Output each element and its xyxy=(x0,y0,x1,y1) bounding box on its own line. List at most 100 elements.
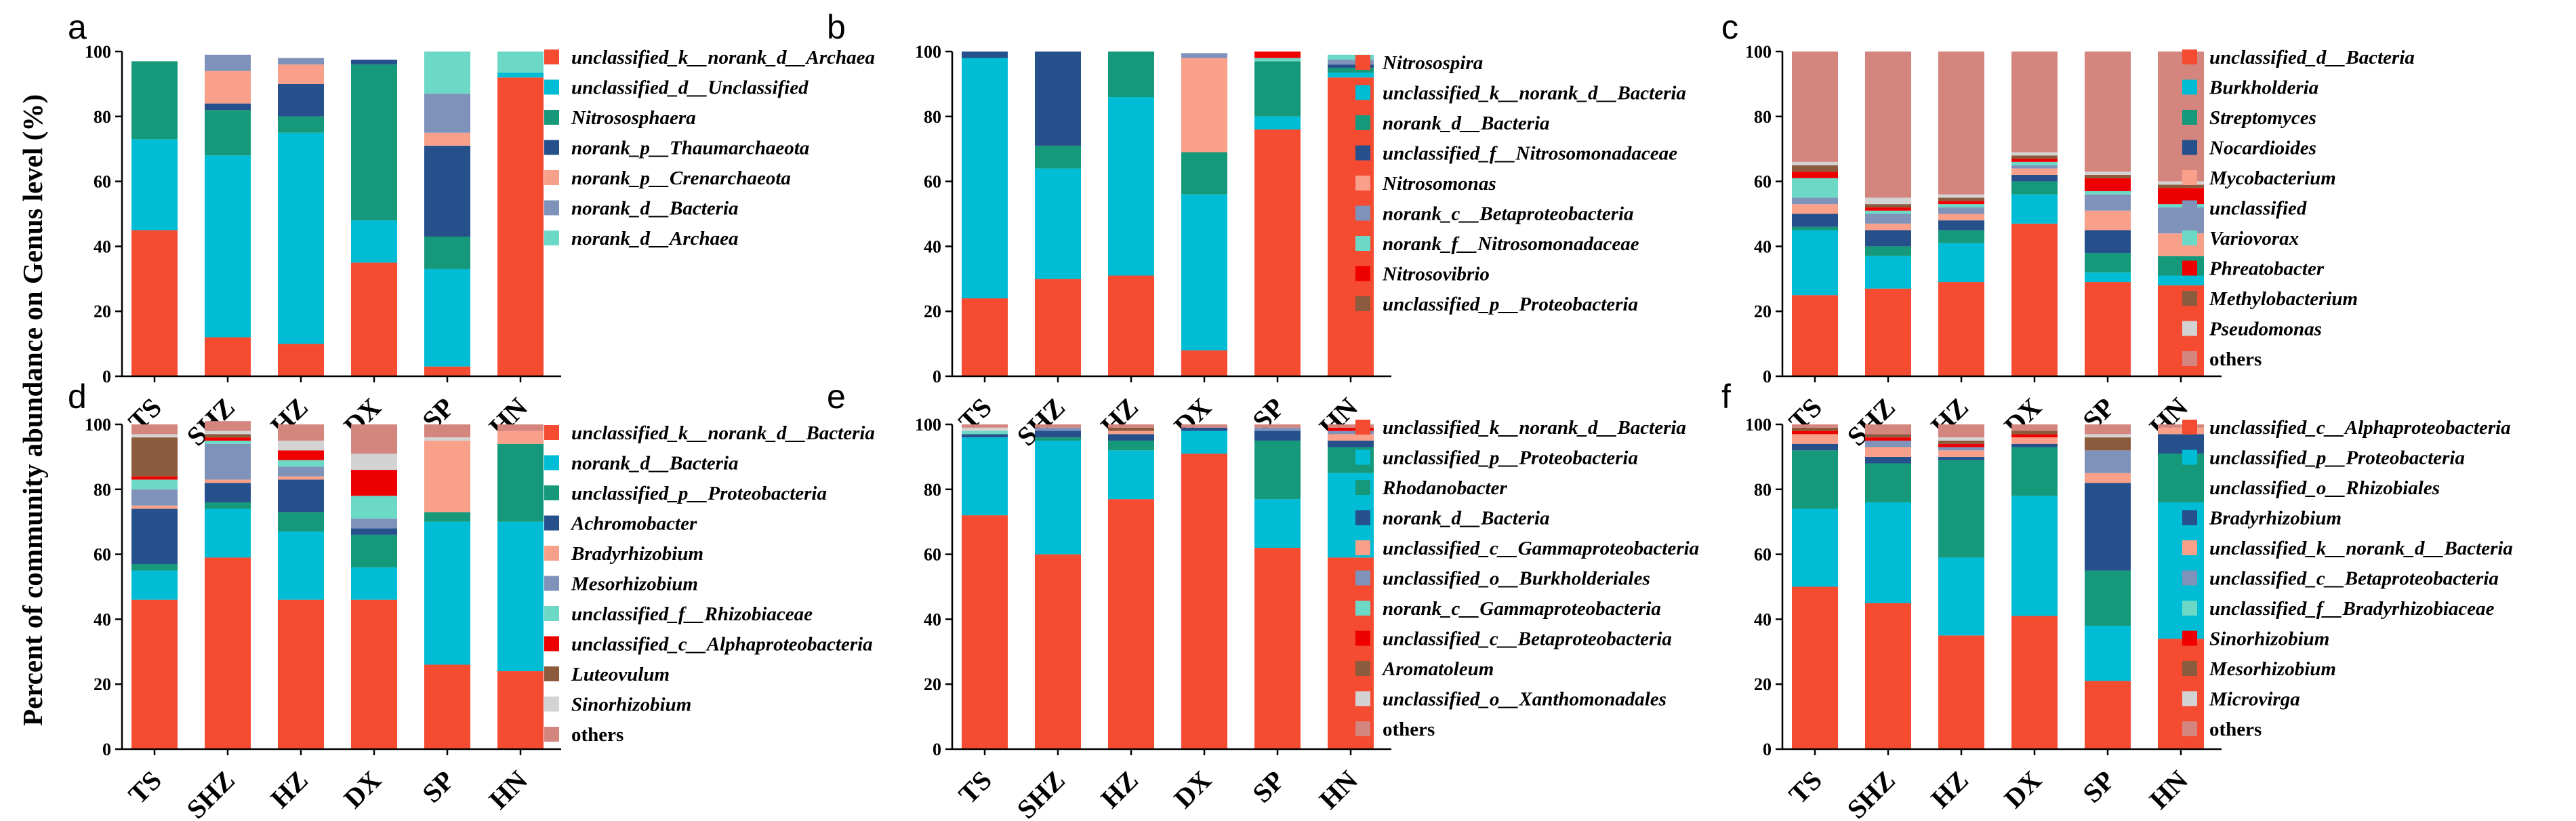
bar-segment xyxy=(1938,456,1984,460)
bar-segment xyxy=(278,466,324,477)
legend-label: Achromobacter xyxy=(570,513,697,535)
bar-segment xyxy=(1181,454,1227,749)
bar-segment xyxy=(131,61,178,140)
bar-segment xyxy=(278,424,324,441)
bar-segment xyxy=(351,599,397,749)
bar-segment xyxy=(1792,178,1838,198)
legend-swatch xyxy=(544,425,559,440)
legend-swatch xyxy=(1355,601,1370,616)
legend-swatch xyxy=(2182,351,2197,366)
y-tick-label: 60 xyxy=(1754,172,1772,192)
bar-segment xyxy=(2085,52,2131,172)
legend-swatch xyxy=(2182,200,2197,216)
bar-segment xyxy=(1328,427,1374,431)
bar-segment xyxy=(1254,499,1301,548)
legend-swatch xyxy=(1355,176,1370,191)
legend-label: unclassified_c__Betaproteobacteria xyxy=(1383,628,1672,650)
bar-segment xyxy=(962,515,1008,749)
bar-segment xyxy=(1938,243,1984,283)
bar-segment xyxy=(131,437,178,477)
bar-segment xyxy=(424,664,470,749)
bar-segment xyxy=(1865,207,1911,211)
legend-swatch xyxy=(1355,630,1370,646)
legend-label: others xyxy=(571,724,623,746)
bar-segment xyxy=(351,454,397,470)
legend-swatch xyxy=(544,140,559,155)
x-tick-label: SHZ xyxy=(181,765,241,821)
bar-segment xyxy=(1865,456,1911,464)
bar-segment xyxy=(205,440,251,444)
y-tick-label: 60 xyxy=(94,172,111,192)
legend-swatch xyxy=(2182,291,2197,306)
bar-segment xyxy=(497,671,544,749)
legend-swatch xyxy=(2182,510,2197,525)
bar-segment xyxy=(278,450,324,460)
x-tick-label: SP xyxy=(416,765,460,809)
bar-segment xyxy=(205,337,251,376)
legend-label: unclassified_d__Unclassified xyxy=(571,77,809,99)
legend-swatch xyxy=(2182,601,2197,616)
bar-segment xyxy=(2158,204,2204,207)
y-tick-label: 0 xyxy=(102,740,111,759)
legend-label: Methylobacterium xyxy=(2209,288,2358,310)
x-tick-label: HZ xyxy=(1925,765,1974,814)
bar-segment xyxy=(205,437,251,441)
bar-segment xyxy=(2085,434,2131,438)
bar-segment xyxy=(424,512,470,522)
bar-segment xyxy=(1865,210,1911,214)
bar-segment xyxy=(2011,434,2058,438)
bar-segment xyxy=(131,505,178,509)
bar-segment xyxy=(1181,53,1227,58)
bar-segment xyxy=(497,52,544,73)
legend-swatch xyxy=(1355,480,1370,495)
legend-swatch xyxy=(544,696,559,712)
bar-segment xyxy=(1865,246,1911,256)
bar-segment xyxy=(2011,181,2058,195)
bar-segment xyxy=(1938,557,1984,636)
bar-segment xyxy=(2011,168,2058,176)
y-tick-label: 80 xyxy=(924,107,941,127)
bar-segment xyxy=(1108,450,1154,500)
panel-label: c xyxy=(1721,8,1738,46)
y-tick-label: 40 xyxy=(94,237,111,256)
bar-segment xyxy=(2085,175,2131,178)
legend-label: unclassified_o__Rhizobiales xyxy=(2209,477,2440,499)
legend-swatch xyxy=(1355,570,1370,586)
legend-label: unclassified_o__Burkholderiales xyxy=(1383,568,1650,590)
legend-label: Sinorhizobium xyxy=(571,694,691,716)
bar-segment xyxy=(1865,437,1911,441)
bar-segment xyxy=(424,424,470,438)
bar-segment xyxy=(497,521,544,672)
bar-segment xyxy=(2085,570,2131,626)
legend-swatch xyxy=(544,485,559,500)
bar-segment xyxy=(1938,460,1984,558)
bar-segment xyxy=(1108,499,1154,749)
panel-label: e xyxy=(827,378,846,416)
legend-swatch xyxy=(544,666,559,681)
y-tick-label: 0 xyxy=(1763,367,1772,386)
x-tick-label: DX xyxy=(338,765,387,814)
legend-label: Nitrososphaera xyxy=(571,107,696,129)
legend-label: Mycobacterium xyxy=(2209,167,2336,189)
legend-swatch xyxy=(1355,236,1370,251)
bar-segment xyxy=(2158,184,2204,188)
legend-swatch xyxy=(544,576,559,591)
bar-segment xyxy=(131,479,178,489)
x-tick-label: TS xyxy=(953,765,998,809)
bar-segment xyxy=(1938,635,1984,749)
bar-segment xyxy=(205,483,251,502)
x-tick-label: SHZ xyxy=(1841,765,1901,821)
bar-segment xyxy=(1938,450,1984,457)
bar-segment xyxy=(1035,440,1081,555)
bar-segment xyxy=(351,534,397,567)
bar-segment xyxy=(1792,165,1838,172)
legend-swatch xyxy=(2182,260,2197,276)
legend-label: unclassified_c__Gammaproteobacteria xyxy=(1383,538,1699,559)
panel-label: f xyxy=(1721,378,1731,416)
bar-segment xyxy=(2085,194,2131,211)
legend-swatch xyxy=(2182,691,2197,706)
legend-label: Nitrosomonas xyxy=(1382,173,1496,195)
bar-segment xyxy=(205,443,251,480)
bar-segment xyxy=(2011,443,2058,447)
